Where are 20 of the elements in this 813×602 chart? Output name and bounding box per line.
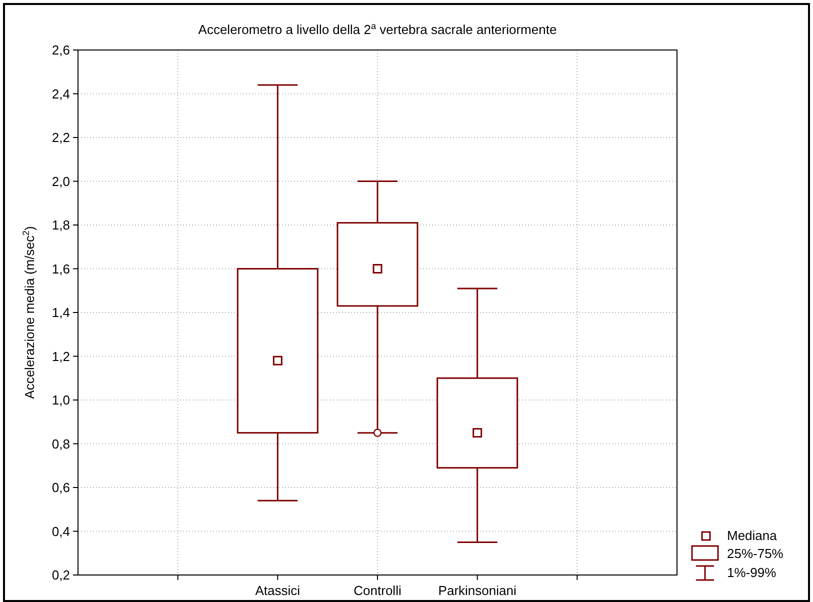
chart-title: Accelerometro a livello della 2$^{a}$ vertebra sacrale anteriormente (198, 21, 557, 37)
text: 1%-99% (727, 565, 777, 580)
y-tick-label: 1,6 (52, 261, 70, 276)
text: Mediana (727, 528, 778, 543)
y-tick-label: 0,6 (52, 480, 70, 496)
y-tick-label: 0,2 (52, 568, 70, 583)
x-tick-label: Parkinsoniani (438, 583, 516, 598)
text: 25%-75% (727, 546, 784, 561)
x-tick-label: Controlli (354, 583, 402, 598)
y-tick-label: 0,8 (52, 436, 70, 452)
x-tick-label: Atassici (255, 583, 300, 598)
y-tick-label: 1,8 (52, 218, 70, 233)
y-tick-label: 2,4 (52, 86, 70, 102)
y-tick-label: 1,4 (52, 305, 70, 320)
y-tick-label: 1,2 (52, 348, 70, 364)
y-tick-label: 0,4 (52, 524, 70, 539)
y-tick-label: 2,2 (52, 130, 70, 146)
y-tick-label: 2,0 (52, 174, 70, 189)
y-tick-label: 2,6 (52, 42, 70, 58)
y-tick-label: 1,0 (52, 392, 70, 408)
